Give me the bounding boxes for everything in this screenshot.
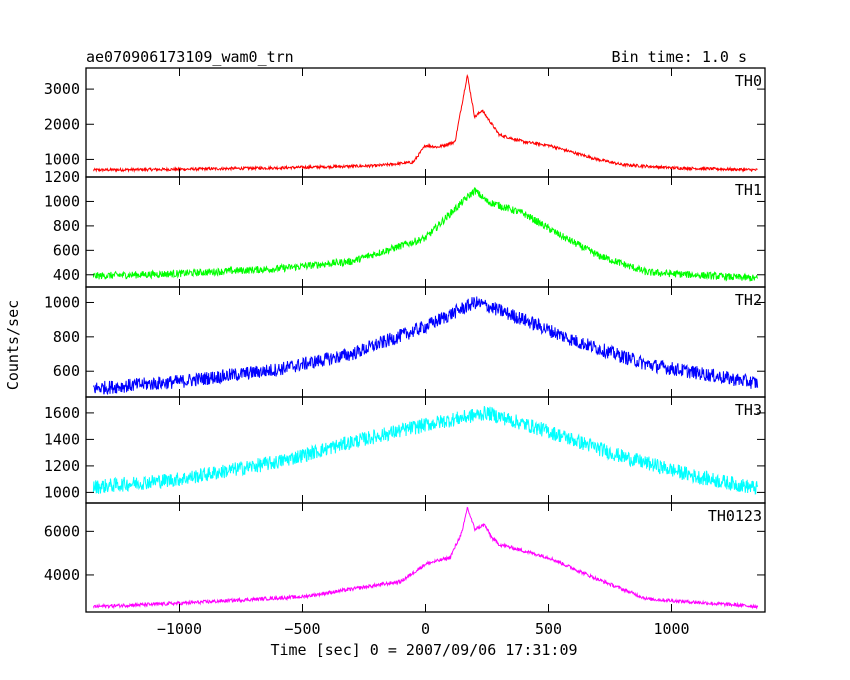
y-tick-label: 800 [53,217,80,235]
y-tick-label: 600 [53,362,80,380]
x-tick-label: 1000 [653,620,689,638]
y-tick-label: 1400 [44,430,80,448]
series-line-th2 [92,296,759,396]
panel-th1: 400 600 800 1000 1200 TH1 [44,168,766,288]
y-tick-label: 6000 [44,522,80,540]
y-tick-label: 1200 [44,457,80,475]
panel-label: TH1 [735,181,762,199]
y-tick-label: 2000 [44,115,80,133]
bin-time-label: Bin time: 1.0 s [612,48,747,66]
x-axis: −1000 −500 0 500 1000 [157,620,690,638]
panel-th2: 600 800 1000 TH2 [44,286,766,398]
series-line-th1 [92,187,759,282]
series-line-th0123 [92,506,759,610]
panel-frame [85,396,766,504]
y-tick-label: 3000 [44,80,80,98]
y-tick-label: 1000 [44,150,80,168]
y-tick-label: 800 [53,328,80,346]
x-tick-label: −1000 [157,620,202,638]
y-tick-label: 1600 [44,404,80,422]
panel-th0: 1000 2000 3000 TH0 [44,67,766,178]
panel-label: TH0123 [708,507,762,525]
x-tick-label: 500 [535,620,562,638]
x-tick-label: 0 [421,620,430,638]
series-line-th3 [92,406,759,495]
panel-frame [85,286,766,398]
x-axis-label: Time [sec] 0 = 2007/09/06 17:31:09 [270,641,577,659]
y-axis-label: Counts/sec [4,300,22,390]
panel-frame [85,502,766,613]
panel-th0123: 4000 6000 TH0123 [44,502,766,613]
y-tick-label: 400 [53,266,80,284]
y-tick-label: 1000 [44,192,80,210]
panel-frame [85,67,766,178]
x-tick-label: −500 [284,620,320,638]
figure-title: ae070906173109_wam0_trn [86,48,294,66]
panel-th3: 1000 1200 1400 1600 TH3 [44,396,766,504]
y-tick-label: 600 [53,241,80,259]
panel-label: TH2 [735,291,762,309]
y-tick-label: 4000 [44,566,80,584]
y-tick-label: 1000 [44,483,80,501]
panel-label: TH0 [735,72,762,90]
y-tick-label: 1000 [44,293,80,311]
panel-label: TH3 [735,401,762,419]
y-tick-label: 1200 [44,168,80,186]
series-line-th0 [92,74,758,173]
